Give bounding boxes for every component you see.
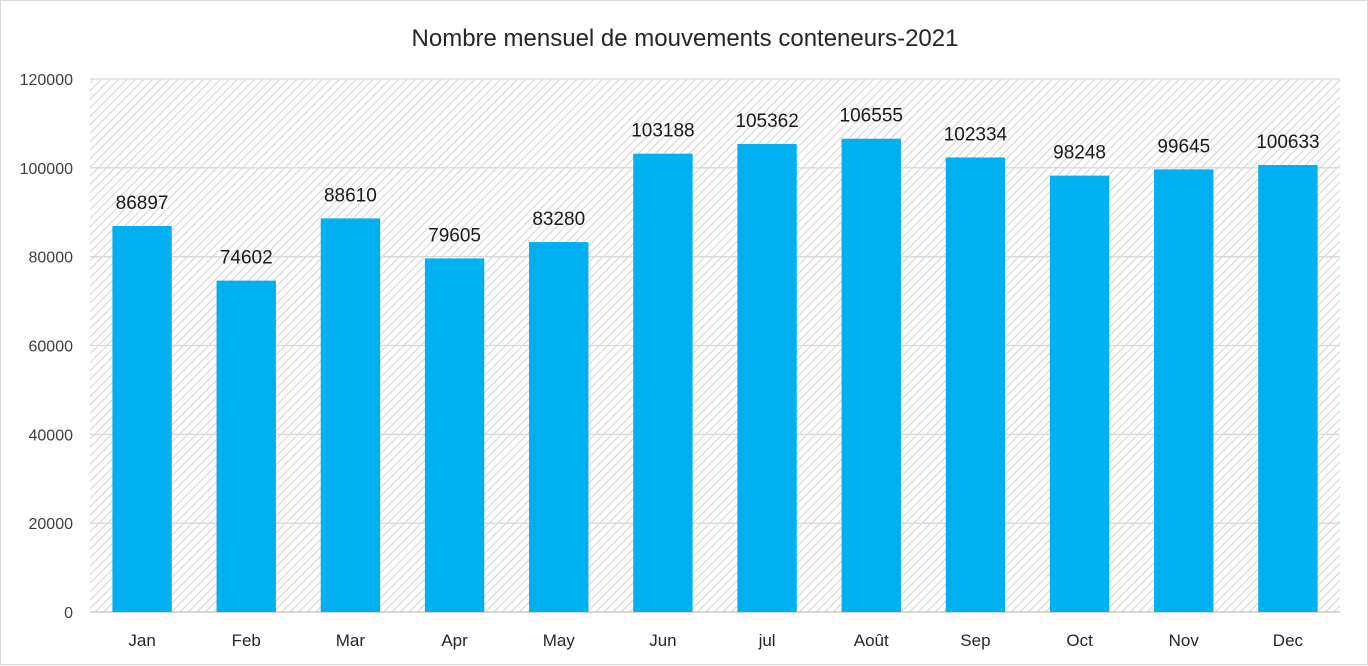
x-tick-label: May	[543, 631, 576, 650]
y-tick-label: 120000	[20, 72, 73, 89]
chart-title: Nombre mensuel de mouvements conteneurs-…	[412, 25, 959, 52]
data-label: 86897	[116, 193, 169, 214]
data-label: 100633	[1256, 132, 1319, 153]
bar	[320, 218, 381, 612]
x-tick-label: Jan	[128, 631, 155, 650]
x-tick-label: Nov	[1169, 631, 1200, 650]
bars	[112, 138, 1318, 613]
bar	[841, 138, 901, 612]
x-tick-label: Août	[854, 631, 889, 650]
y-tick-label: 0	[64, 605, 73, 622]
data-labels: 86897 74602 88610 79605 83280 103188 105362 106…	[116, 106, 1320, 269]
y-tick-label: 60000	[29, 339, 74, 356]
data-label: 74602	[220, 248, 273, 269]
x-tick-label: Jun	[649, 631, 676, 650]
x-tick-label: Sep	[960, 631, 990, 650]
x-tick-label: Feb	[232, 631, 261, 650]
data-label: 79605	[428, 225, 481, 246]
bar	[1154, 169, 1214, 612]
x-tick-label: Apr	[441, 631, 468, 650]
bar	[633, 153, 693, 613]
x-tick-label: Oct	[1066, 631, 1093, 650]
y-tick-label: 40000	[29, 427, 74, 444]
data-label: 99645	[1157, 136, 1210, 157]
bar	[529, 242, 589, 612]
x-tick-label: jul	[758, 631, 776, 650]
y-tick-label: 100000	[20, 161, 73, 178]
data-label: 83280	[532, 209, 585, 230]
bar	[1258, 165, 1318, 612]
data-label: 103188	[631, 121, 694, 142]
bar	[112, 226, 172, 613]
x-axis: Jan Feb Mar Apr May Jun jul Août Sep Oct Nov Dec	[128, 631, 1303, 650]
y-tick-label: 20000	[29, 516, 74, 533]
data-label: 102334	[944, 124, 1008, 145]
y-axis: 0 20000 40000 60000 80000 100000 120000	[20, 72, 73, 622]
bar	[424, 258, 485, 612]
bar	[737, 144, 797, 612]
data-label: 106555	[840, 106, 903, 127]
bar	[216, 280, 276, 612]
data-label: 88610	[324, 185, 377, 206]
y-tick-label: 80000	[29, 250, 74, 267]
data-label: 98248	[1053, 143, 1106, 164]
bar	[945, 157, 1006, 612]
data-label: 105362	[735, 111, 798, 132]
gridlines	[90, 78, 1340, 613]
x-tick-label: Mar	[336, 631, 366, 650]
bar	[1049, 175, 1110, 613]
x-tick-label: Dec	[1273, 631, 1304, 650]
